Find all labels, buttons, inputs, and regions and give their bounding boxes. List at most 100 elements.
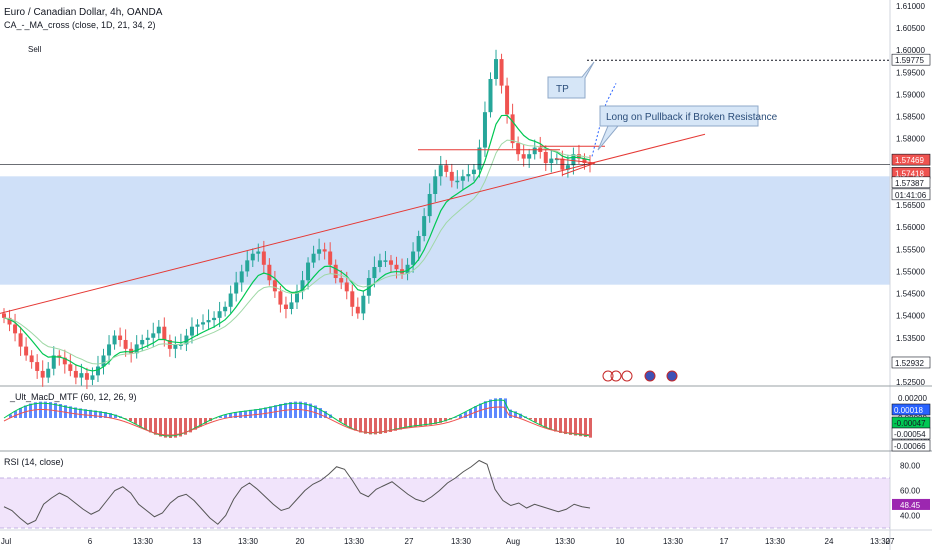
macd-bar: [414, 418, 417, 427]
price-tick-label: 1.54000: [896, 312, 925, 321]
time-tick-label: 13:30: [555, 537, 576, 546]
macd-bar: [529, 418, 532, 420]
macd-bar: [309, 403, 312, 418]
time-tick-label: 13:30: [451, 537, 472, 546]
price-tick-label: 1.61000: [896, 2, 925, 11]
macd-bar: [539, 418, 542, 426]
rsi-title[interactable]: RSI (14, close): [4, 457, 64, 467]
candle-body: [107, 344, 112, 356]
event-icons[interactable]: [602, 370, 678, 382]
candle-body: [582, 158, 587, 164]
candle-body: [488, 78, 493, 113]
candle-body: [140, 339, 145, 345]
triangle-pattern: [554, 158, 596, 176]
macd-bar: [94, 410, 97, 418]
macd-bar: [514, 411, 517, 418]
candle-body: [505, 85, 510, 115]
macd-bar: [549, 418, 552, 430]
symbol-title[interactable]: Euro / Canadian Dollar, 4h, OANDA: [4, 7, 163, 18]
price-tag-label: 1.57469: [895, 156, 924, 165]
candle-body: [7, 317, 12, 325]
indicator-title[interactable]: CA_-_MA_cross (close, 1D, 21, 34, 2): [4, 20, 156, 30]
candle-body: [554, 158, 559, 161]
macd-bar: [144, 418, 147, 430]
macd-pane: 0.00018 -0.00047 -0.00054 -0.00066: [3, 398, 931, 452]
macd-bar: [499, 398, 502, 418]
macd-bar: [74, 407, 77, 418]
rsi-axis-label: 40.00: [900, 512, 921, 521]
macd-bar: [409, 418, 412, 428]
time-tick-label: Jul: [1, 537, 11, 546]
macd-value-label: -0.00066: [894, 442, 926, 451]
macd-bar: [249, 409, 252, 418]
macd-bar: [534, 418, 537, 423]
candle-body: [206, 320, 211, 323]
candle-body: [212, 317, 217, 321]
time-tick-label: Aug: [506, 537, 520, 546]
macd-bar: [159, 418, 162, 437]
candle-body: [228, 293, 233, 307]
time-tick-label: 27: [405, 537, 414, 546]
price-tick-label: 1.56500: [896, 201, 925, 210]
macd-bar: [14, 411, 17, 418]
long-callout[interactable]: Long on Pullback if Broken Resistance: [597, 105, 778, 151]
price-tick-label: 1.53500: [896, 334, 925, 343]
macd-bar: [504, 398, 507, 418]
candle-body: [223, 306, 228, 312]
macd-bar: [574, 418, 577, 436]
candle-body: [466, 174, 471, 177]
candle-body: [383, 260, 388, 262]
candle-body: [388, 260, 393, 265]
candle-body: [455, 180, 460, 183]
rsi-axis-label: 60.00: [900, 487, 921, 496]
candle-body: [527, 154, 532, 159]
macd-bar: [564, 418, 567, 435]
candles-layer: [2, 49, 592, 390]
candle-body: [344, 282, 349, 292]
tp-callout[interactable]: TP: [547, 61, 595, 99]
macd-bar: [64, 405, 67, 418]
candle-body: [460, 176, 465, 181]
time-tick-label: 13: [193, 537, 202, 546]
candle-body: [361, 295, 366, 314]
macd-bar: [154, 418, 157, 435]
macd-bar: [349, 418, 352, 429]
candle-body: [295, 291, 299, 303]
macd-bar: [194, 418, 197, 430]
candle-body: [13, 324, 18, 334]
candle-body: [289, 302, 294, 310]
candle-body: [79, 373, 84, 378]
macd-axis-label: 0.00200: [898, 394, 927, 403]
macd-bar: [99, 411, 102, 418]
macd-bar: [339, 418, 342, 422]
rsi-band: [0, 478, 890, 528]
candle-body: [261, 251, 266, 265]
drawings-layer: [0, 59, 890, 314]
candle-body: [217, 311, 222, 318]
macd-bar: [464, 412, 467, 418]
candle-body: [494, 59, 499, 79]
macd-bar: [129, 418, 132, 422]
price-tick-label: 1.59000: [896, 90, 925, 99]
macd-title[interactable]: _Ult_MacD_MTF (60, 12, 26, 9): [9, 392, 137, 402]
macd-value-label: -0.00047: [894, 419, 926, 428]
sell-label: Sell: [28, 45, 42, 54]
candle-body: [123, 339, 128, 349]
price-tag-label: 1.57418: [895, 169, 924, 178]
macd-value-tag: [891, 403, 931, 416]
candle-body: [40, 370, 45, 378]
macd-bar: [589, 418, 592, 438]
macd-bar: [9, 414, 12, 418]
candle-body: [416, 236, 421, 252]
time-axis[interactable]: Jul 6 13:30 13 13:30 20 13:30 27 13:30 Aug 13:30 10…: [1, 537, 895, 546]
macd-bar: [389, 418, 392, 432]
macd-bar: [404, 418, 407, 429]
price-tick-label: 1.54500: [896, 290, 925, 299]
candle-body: [306, 262, 311, 281]
candle-body: [245, 260, 250, 272]
price-tag: [891, 356, 931, 369]
candle-body: [283, 304, 288, 310]
price-tag: [891, 53, 931, 66]
macd-bar: [519, 413, 522, 418]
